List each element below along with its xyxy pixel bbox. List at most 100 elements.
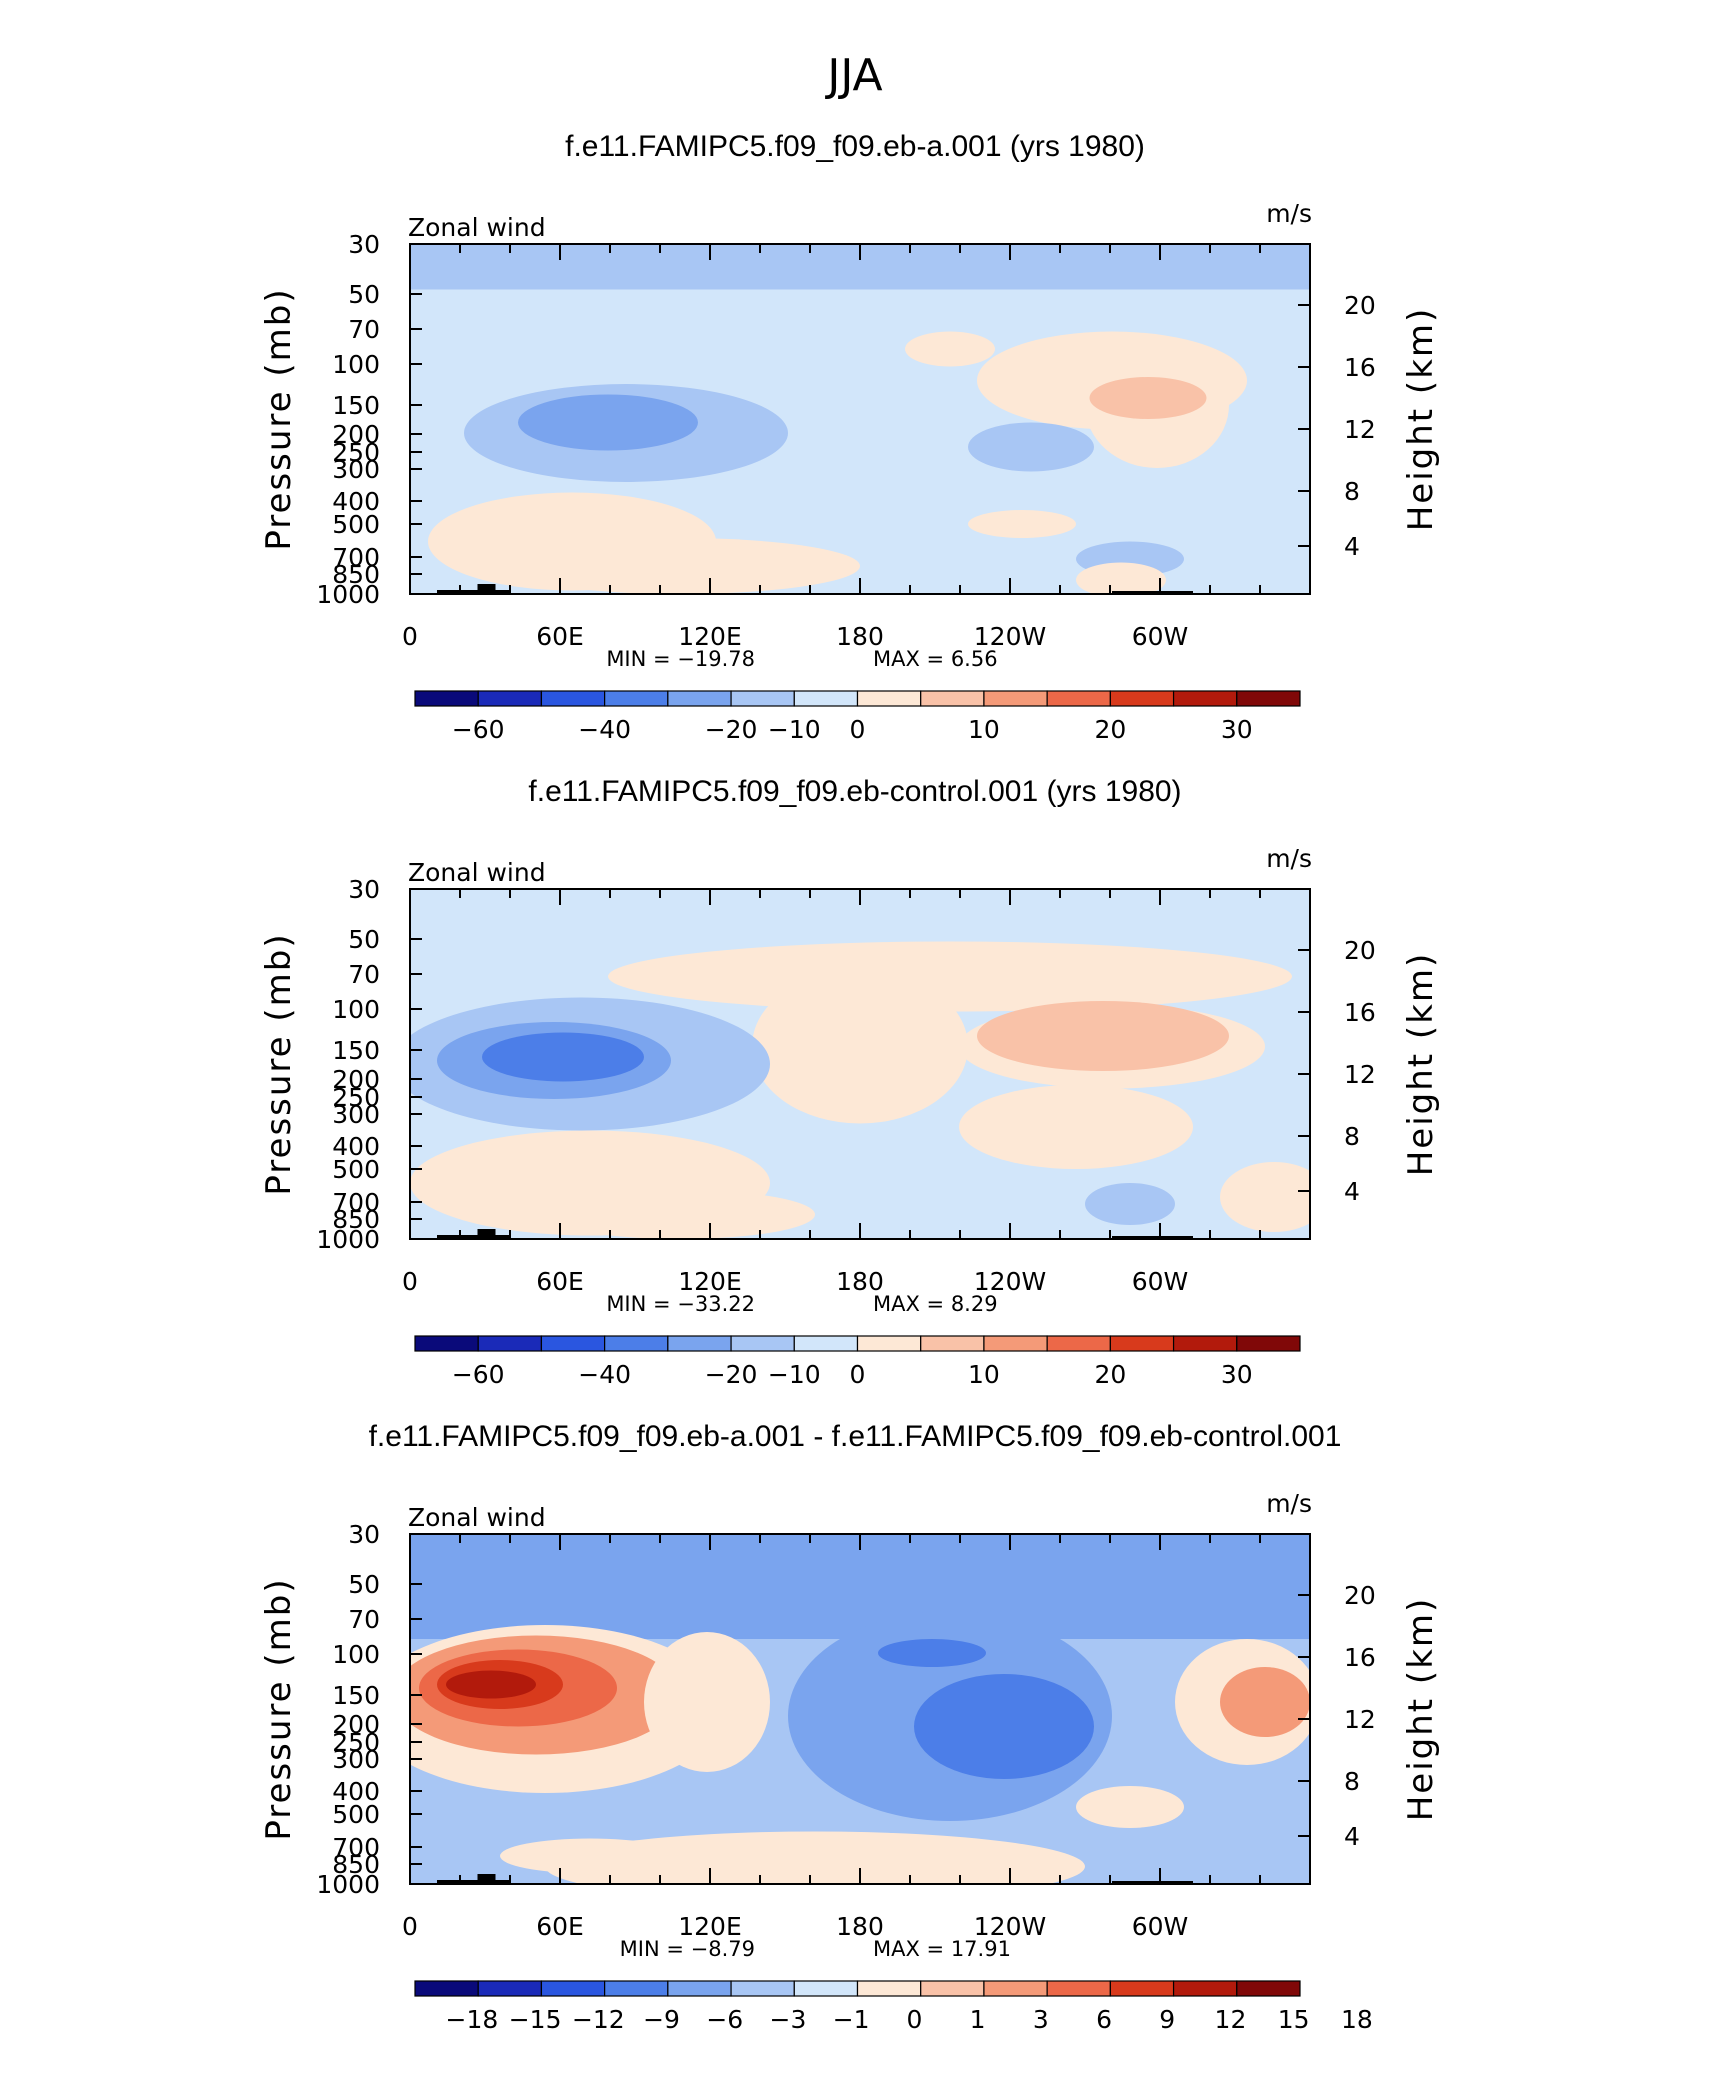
colorbar-label: −40 xyxy=(578,1360,631,1389)
x-tick-label: 120E xyxy=(678,1912,742,1941)
colorbar-label: 1 xyxy=(970,2005,986,2034)
min-value: MIN = −33.22 xyxy=(606,1292,755,1316)
colorbar-label: 0 xyxy=(906,2005,922,2034)
colorbar-label: −60 xyxy=(452,1360,505,1389)
contour-region xyxy=(905,331,995,367)
y2-tick-label: 20 xyxy=(1344,1581,1376,1610)
colorbar-box xyxy=(793,1980,859,1997)
y-tick-label: 50 xyxy=(348,280,380,309)
min-value: MIN = −8.79 xyxy=(620,1937,755,1961)
colorbar-label: 10 xyxy=(968,1360,1000,1389)
contour-region xyxy=(878,1639,986,1667)
y-tick-label: 1000 xyxy=(316,1225,380,1254)
colorbar-label: 10 xyxy=(968,715,1000,744)
colorbar-label: −10 xyxy=(768,1360,821,1389)
y2-axis-title: Height (km) xyxy=(1401,952,1441,1177)
colorbar-label: 30 xyxy=(1221,1360,1253,1389)
colorbar-box xyxy=(667,1335,732,1352)
contour-region xyxy=(1085,1183,1175,1225)
colorbar-label: −15 xyxy=(509,2005,562,2034)
terrain-andes xyxy=(1112,1236,1193,1239)
contour-region xyxy=(482,1032,644,1082)
y2-tick-label: 4 xyxy=(1344,1822,1360,1851)
colorbar-box xyxy=(1236,1335,1301,1352)
y-tick-label: 850 xyxy=(332,1205,380,1234)
colorbar-box xyxy=(477,1980,543,1997)
y-tick-label: 250 xyxy=(332,1728,380,1757)
colorbar-box xyxy=(793,690,859,707)
contour-region xyxy=(959,1085,1193,1169)
y2-tick-label: 12 xyxy=(1344,1060,1376,1089)
colorbar-box xyxy=(983,690,1048,707)
x-tick-label: 120E xyxy=(678,1267,742,1296)
contour-region xyxy=(410,1534,1310,1639)
y-tick-label: 150 xyxy=(332,1681,380,1710)
colorbar-box xyxy=(920,690,985,707)
max-value: MAX = 17.91 xyxy=(873,1937,1011,1961)
contour-field xyxy=(410,244,1310,594)
y-tick-label: 70 xyxy=(348,1605,380,1634)
colorbar-box xyxy=(856,690,922,707)
colorbar-box xyxy=(730,1980,795,1997)
y2-tick-label: 16 xyxy=(1344,1643,1376,1672)
contour-region xyxy=(500,538,860,594)
colorbar-label: −20 xyxy=(705,715,758,744)
min-value: MIN = −19.78 xyxy=(606,647,755,671)
colorbar-box xyxy=(1109,690,1175,707)
x-tick-label: 120W xyxy=(974,1912,1046,1941)
panel-title: f.e11.FAMIPC5.f09_f09.eb-control.001 (yr… xyxy=(528,775,1181,808)
colorbar-box xyxy=(540,1980,606,1997)
terrain-tibet xyxy=(477,1229,496,1239)
colorbar-label: 6 xyxy=(1096,2005,1112,2034)
contour-region xyxy=(914,1674,1094,1779)
x-tick-label: 60E xyxy=(536,1267,584,1296)
y-tick-label: 200 xyxy=(332,1065,380,1094)
contour-region xyxy=(1220,1162,1310,1232)
x-tick-label: 60W xyxy=(1132,1267,1189,1296)
colorbar-box xyxy=(477,1335,543,1352)
x-tick-label: 60W xyxy=(1132,622,1189,651)
colorbar-label: 0 xyxy=(850,1360,866,1389)
units-label: m/s xyxy=(1266,844,1312,873)
colorbar-box xyxy=(983,1335,1048,1352)
x-tick-label: 180 xyxy=(836,1912,884,1941)
y-tick-label: 150 xyxy=(332,391,380,420)
x-tick-label: 120E xyxy=(678,622,742,651)
colorbar-label: −6 xyxy=(706,2005,743,2034)
colorbar-label: 0 xyxy=(850,715,866,744)
x-tick-label: 180 xyxy=(836,622,884,651)
y-tick-label: 50 xyxy=(348,1570,380,1599)
colorbar-box xyxy=(414,690,479,707)
x-tick-label: 180 xyxy=(836,1267,884,1296)
max-value: MAX = 6.56 xyxy=(873,647,998,671)
colorbar-box xyxy=(920,1980,985,1997)
y-tick-label: 700 xyxy=(332,1833,380,1862)
variable-label: Zonal wind xyxy=(408,858,546,887)
colorbar-box xyxy=(667,1980,732,1997)
y-tick-label: 500 xyxy=(332,510,380,539)
contour-region xyxy=(500,1838,680,1874)
chart-panel-3: f.e11.FAMIPC5.f09_f09.eb-a.001 - f.e11.F… xyxy=(259,1420,1441,2034)
y-tick-label: 700 xyxy=(332,1188,380,1217)
colorbar-label: −9 xyxy=(643,2005,680,2034)
contour-region xyxy=(968,510,1076,538)
colorbar-box xyxy=(477,690,543,707)
y2-tick-label: 4 xyxy=(1344,1177,1360,1206)
terrain-andes xyxy=(1112,591,1193,594)
colorbar-box xyxy=(414,1980,479,1997)
terrain-asia xyxy=(437,1880,509,1884)
colorbar-label: 30 xyxy=(1221,715,1253,744)
contour-region xyxy=(1076,1786,1184,1828)
colorbar-box xyxy=(1046,690,1111,707)
colorbar-box xyxy=(1109,1335,1175,1352)
terrain-andes xyxy=(1112,1881,1193,1884)
y-axis-title: Pressure (mb) xyxy=(259,287,299,550)
colorbar-box xyxy=(1172,1980,1238,1997)
x-tick-label: 0 xyxy=(402,1267,418,1296)
colorbar-box xyxy=(1046,1980,1111,1997)
contour-region xyxy=(1076,562,1166,594)
contour-region xyxy=(1089,377,1207,419)
chart-panel-1: f.e11.FAMIPC5.f09_f09.eb-a.001 (yrs 1980… xyxy=(259,130,1441,744)
y2-tick-label: 8 xyxy=(1344,1122,1360,1151)
colorbar-box xyxy=(540,1335,606,1352)
